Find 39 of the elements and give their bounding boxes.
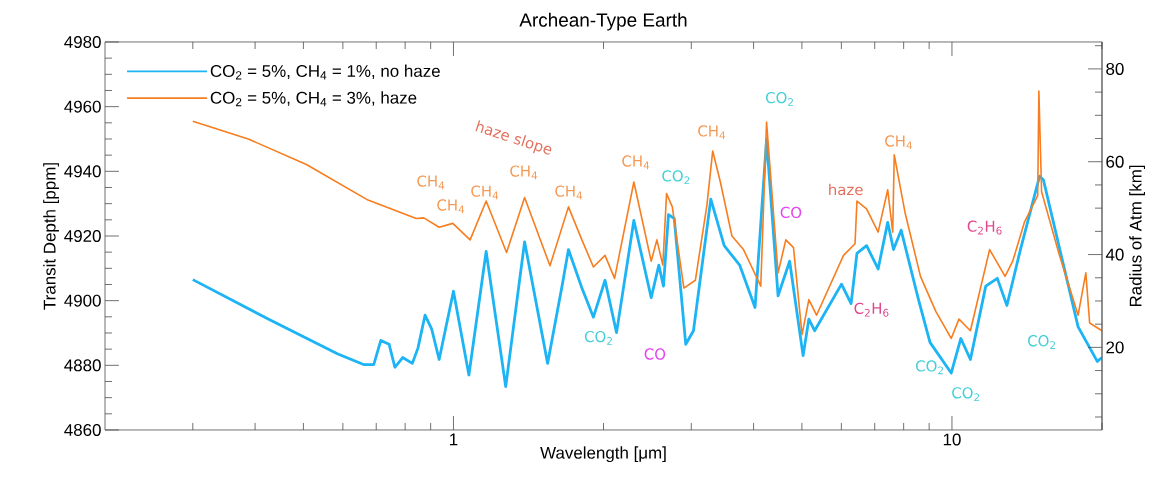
y-axis-title: Transit Depth [ppm]: [43, 163, 59, 310]
annotation: CO$_{2}$: [1028, 335, 1056, 349]
annotation: CH$_{4}$: [885, 135, 913, 150]
y2-tick-label: 60: [1106, 155, 1124, 168]
annotation: CH$_{4}$: [698, 125, 726, 140]
y-tick-label: 4980: [64, 35, 101, 48]
annotation: CO$_{2}$: [584, 330, 612, 345]
annotation: C$_{2}$H$_{6}$: [967, 220, 1002, 235]
legend-label: CO$_{2}$ = 5%, CH$_{4}$ = 1%, no haze: [210, 64, 440, 80]
y-tick-label: 4900: [64, 294, 101, 307]
x-tick-label: 10: [943, 433, 961, 446]
y2-tick-label: 20: [1106, 341, 1124, 354]
annotation: CH$_{4}$: [417, 175, 445, 190]
x-tick-label: 1: [450, 433, 458, 446]
y-tick-label: 4880: [64, 359, 101, 372]
annotation: CH$_{4}$: [622, 155, 650, 170]
annotation: CO$_{2}$: [952, 387, 980, 402]
annotation: haze slope: [475, 120, 552, 155]
chart-title: Archean-Type Earth: [519, 12, 687, 31]
annotation: CH$_{4}$: [471, 185, 499, 200]
annotation: CO$_{2}$: [766, 91, 793, 106]
y-tick-label: 4860: [64, 423, 101, 436]
y2-axis-title: Radius of Atm [km]: [1129, 165, 1145, 307]
x-axis-title: Wavelength [μm]: [540, 446, 666, 463]
annotation: CH$_{4}$: [437, 199, 465, 214]
y-tick-label: 4920: [64, 229, 101, 242]
y-tick-label: 4960: [64, 100, 101, 113]
y2-tick-label: 40: [1105, 248, 1124, 261]
y-tick-label: 4940: [64, 165, 101, 178]
y2-tick-label: 80: [1106, 62, 1124, 75]
annotation: CO$_{2}$: [916, 360, 943, 375]
annotation: CH$_{4}$: [510, 165, 538, 180]
annotation: CO$_{2}$: [662, 170, 690, 185]
annotation: CO: [780, 206, 802, 219]
annotation: C$_{2}$H$_{6}$: [854, 302, 889, 317]
legend-label: CO$_{2}$ = 5%, CH$_{4}$ = 3%, haze: [210, 91, 417, 107]
annotation: CO: [644, 348, 666, 360]
annotation: CH$_{4}$: [555, 185, 583, 200]
annotation: haze: [829, 183, 863, 196]
